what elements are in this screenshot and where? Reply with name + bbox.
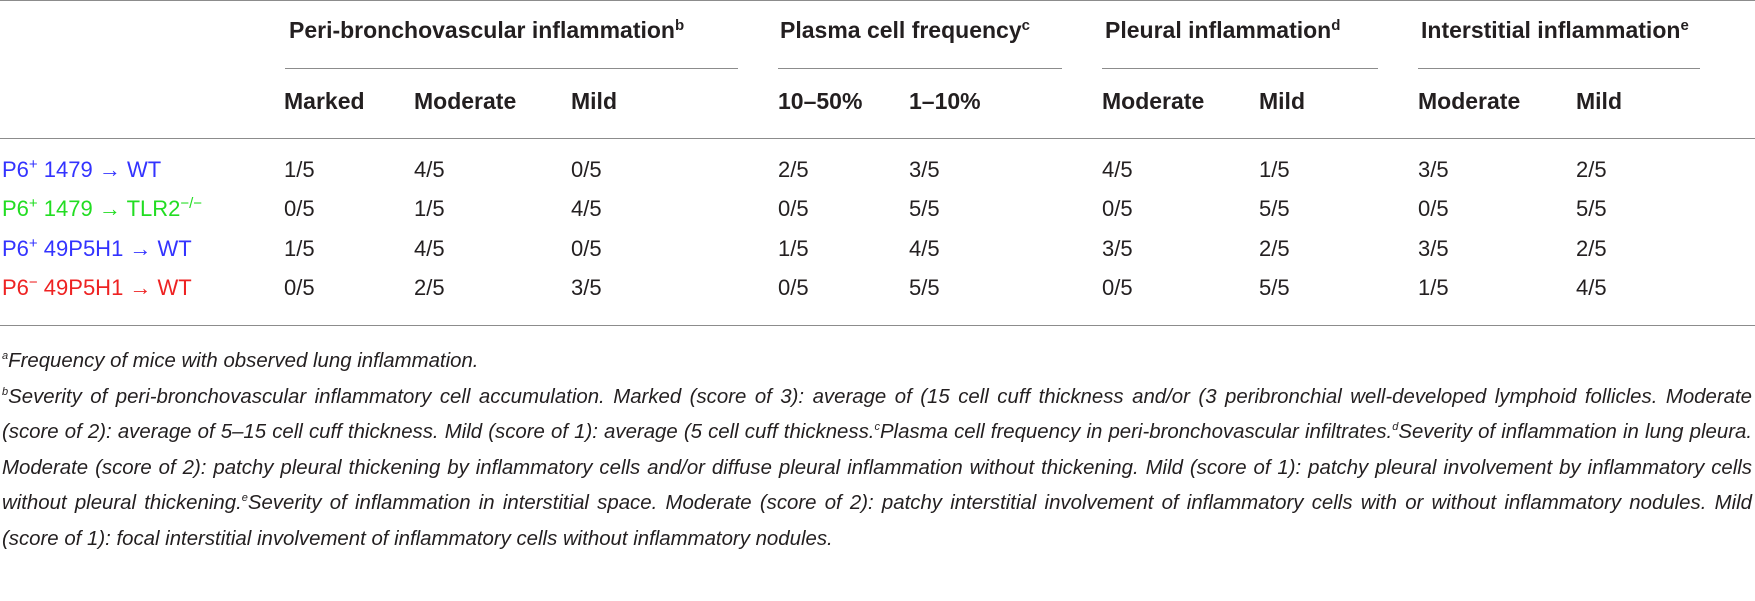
footnote-mark: e xyxy=(1680,17,1689,34)
subheader-marked: Marked xyxy=(284,88,365,114)
table-cell: 0/5 xyxy=(284,275,315,300)
strain-label: P6 xyxy=(2,236,29,261)
group-header-label: Interstitial inflammation xyxy=(1421,17,1681,43)
footnote-mark: e xyxy=(241,492,248,504)
footnote-mark: d xyxy=(1331,17,1341,34)
footnote-b-to-e: bSeverity of peri-bronchovascular inflam… xyxy=(2,380,1752,558)
table-cell: 0/5 xyxy=(778,196,809,221)
table-cell: 3/5 xyxy=(909,157,940,182)
footnote-text: Severity of inflammation in lung pleura.… xyxy=(2,421,1752,514)
table-cell: 3/5 xyxy=(1418,157,1449,182)
subheader-mild: Mild xyxy=(1576,88,1622,114)
footnote-mark: a xyxy=(2,350,9,362)
table-cell: 4/5 xyxy=(1102,157,1133,182)
table-cell: 5/5 xyxy=(909,275,940,300)
footnote-a: aFrequency of mice with observed lung in… xyxy=(2,344,1752,380)
table-cell: 1/5 xyxy=(414,196,445,221)
group-underline xyxy=(285,68,738,69)
group-header-plasma-cell: Plasma cell frequencyc xyxy=(780,15,1030,45)
subheader-mild: Mild xyxy=(571,88,617,114)
table-bottom-rule xyxy=(0,325,1755,326)
table-cell: 5/5 xyxy=(1576,196,1607,221)
group-header-label: Plasma cell frequency xyxy=(780,17,1022,43)
strain-sign: + xyxy=(28,156,38,173)
header-rule xyxy=(0,138,1755,139)
strain-sign: − xyxy=(28,274,38,291)
footnote-text: Plasma cell frequency in peri-bronchovas… xyxy=(879,421,1393,443)
group-underline xyxy=(778,68,1062,69)
top-rule xyxy=(0,0,1755,1)
footnote-mark: c xyxy=(874,421,880,433)
table-cell: 0/5 xyxy=(571,236,602,261)
table-cell: 5/5 xyxy=(1259,275,1290,300)
subheader-moderate: Moderate xyxy=(1418,88,1521,114)
recipient-label: 1479 → TLR2 xyxy=(37,196,181,221)
table-cell: 0/5 xyxy=(1418,196,1449,221)
table-cell: 4/5 xyxy=(414,236,445,261)
footnote-text: Severity of inflammation in interstitial… xyxy=(2,492,1752,550)
row-label-p6pos-1479-tlr2: P6+ 1479 → TLR2−/− xyxy=(2,194,202,224)
table-cell: 1/5 xyxy=(1418,275,1449,300)
strain-label: P6 xyxy=(2,275,29,300)
table-cell: 4/5 xyxy=(414,157,445,182)
row-label-p6pos-49p5h1-wt: P6+ 49P5H1 → WT xyxy=(2,234,192,264)
table-cell: 4/5 xyxy=(1576,275,1607,300)
group-header-peribronchovascular: Peri-bronchovascular inflammationb xyxy=(289,15,684,45)
genotype-sup: −/− xyxy=(180,195,203,212)
footnote-mark: b xyxy=(2,385,9,398)
strain-sign: + xyxy=(28,195,38,212)
strain-label: P6 xyxy=(2,157,29,182)
table-cell: 2/5 xyxy=(1259,236,1290,261)
table-cell: 0/5 xyxy=(1102,275,1133,300)
table-cell: 0/5 xyxy=(1102,196,1133,221)
table-cell: 0/5 xyxy=(284,196,315,221)
table-cell: 2/5 xyxy=(778,157,809,182)
table-cell: 0/5 xyxy=(571,157,602,182)
table-cell: 1/5 xyxy=(284,236,315,261)
table-cell: 5/5 xyxy=(909,196,940,221)
group-header-interstitial: Interstitial inflammatione xyxy=(1421,15,1689,45)
table-cell: 4/5 xyxy=(571,196,602,221)
strain-sign: + xyxy=(28,235,38,252)
table-cell: 1/5 xyxy=(1259,157,1290,182)
group-underline xyxy=(1102,68,1378,69)
subheader-moderate: Moderate xyxy=(414,88,517,114)
recipient-label: 1479 → WT xyxy=(37,157,162,182)
table-cell: 3/5 xyxy=(1418,236,1449,261)
table-cell: 2/5 xyxy=(1576,236,1607,261)
group-underline xyxy=(1418,68,1700,69)
footnote-mark: b xyxy=(674,17,685,34)
recipient-label: 49P5H1 → WT xyxy=(37,236,192,261)
group-header-label: Peri-bronchovascular inflammation xyxy=(289,17,675,43)
row-label-p6neg-49p5h1-wt: P6− 49P5H1 → WT xyxy=(2,273,192,303)
subheader-moderate: Moderate xyxy=(1102,88,1205,114)
row-label-p6pos-1479-wt: P6+ 1479 → WT xyxy=(2,155,161,185)
subheader-mild: Mild xyxy=(1259,88,1305,114)
subheader-1-10: 1–10% xyxy=(909,88,981,114)
recipient-label: 49P5H1 → WT xyxy=(37,275,192,300)
strain-label: P6 xyxy=(2,196,29,221)
footnote-mark: d xyxy=(1392,421,1399,433)
table-footnotes: aFrequency of mice with observed lung in… xyxy=(2,344,1752,557)
table-cell: 0/5 xyxy=(778,275,809,300)
table-cell: 2/5 xyxy=(1576,157,1607,182)
footnote-text: Severity of peri-bronchovascular inflamm… xyxy=(2,385,1752,444)
footnote-mark: c xyxy=(1021,17,1030,34)
table-cell: 3/5 xyxy=(571,275,602,300)
table-cell: 4/5 xyxy=(909,236,940,261)
table-cell: 1/5 xyxy=(284,157,315,182)
group-header-label: Pleural inflammation xyxy=(1105,17,1332,43)
subheader-10-50: 10–50% xyxy=(778,88,863,114)
table-cell: 3/5 xyxy=(1102,236,1133,261)
group-header-pleural: Pleural inflammationd xyxy=(1105,15,1340,45)
footnote-text: Frequency of mice with observed lung inf… xyxy=(8,350,479,372)
table-cell: 1/5 xyxy=(778,236,809,261)
table-cell: 5/5 xyxy=(1259,196,1290,221)
table-cell: 2/5 xyxy=(414,275,445,300)
